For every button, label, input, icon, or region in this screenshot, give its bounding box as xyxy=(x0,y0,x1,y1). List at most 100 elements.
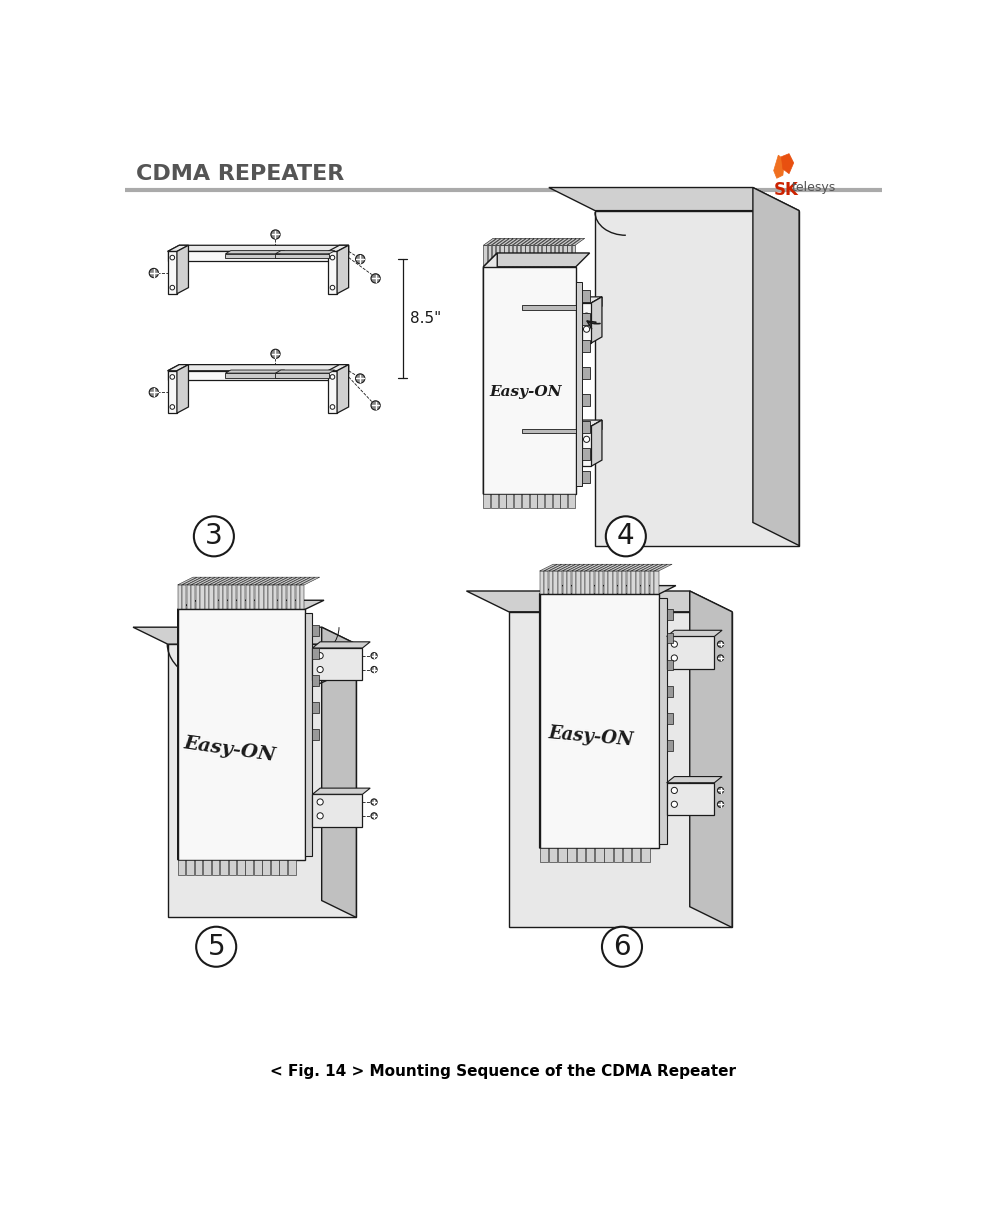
Bar xyxy=(586,848,595,862)
Polygon shape xyxy=(627,564,645,571)
Bar xyxy=(553,571,557,594)
Polygon shape xyxy=(277,578,297,585)
Polygon shape xyxy=(547,238,559,246)
Bar xyxy=(496,246,499,267)
Bar xyxy=(545,494,551,508)
Polygon shape xyxy=(168,644,356,918)
Bar xyxy=(313,702,318,713)
Polygon shape xyxy=(645,564,663,571)
Polygon shape xyxy=(273,578,293,585)
Bar xyxy=(617,571,622,594)
Bar xyxy=(586,571,590,594)
Polygon shape xyxy=(582,426,591,466)
Polygon shape xyxy=(492,238,505,246)
Bar xyxy=(204,585,209,610)
Text: SK: SK xyxy=(774,182,798,199)
Bar xyxy=(186,860,194,875)
Bar xyxy=(187,585,191,610)
Polygon shape xyxy=(275,370,335,374)
Bar xyxy=(287,585,291,610)
Polygon shape xyxy=(168,365,189,371)
Polygon shape xyxy=(192,578,211,585)
Polygon shape xyxy=(690,591,732,928)
Polygon shape xyxy=(506,420,602,426)
Bar xyxy=(508,246,512,267)
Bar xyxy=(255,585,259,610)
Polygon shape xyxy=(534,238,547,246)
Bar xyxy=(296,585,300,610)
Polygon shape xyxy=(260,578,279,585)
Bar xyxy=(288,860,296,875)
Bar xyxy=(582,447,590,460)
Polygon shape xyxy=(600,564,617,571)
Polygon shape xyxy=(586,564,604,571)
Bar xyxy=(195,860,202,875)
Bar xyxy=(666,740,672,751)
Bar xyxy=(525,246,529,267)
Bar xyxy=(582,420,590,433)
Bar xyxy=(313,675,318,686)
Circle shape xyxy=(584,326,590,332)
Bar xyxy=(279,860,287,875)
Bar xyxy=(504,246,508,267)
Bar xyxy=(581,571,585,594)
Bar xyxy=(582,367,590,380)
Polygon shape xyxy=(168,252,177,294)
Bar xyxy=(241,585,246,610)
Polygon shape xyxy=(223,578,243,585)
Bar xyxy=(262,860,270,875)
Polygon shape xyxy=(291,578,311,585)
Circle shape xyxy=(197,927,236,967)
Polygon shape xyxy=(178,600,324,610)
Polygon shape xyxy=(595,210,799,546)
Circle shape xyxy=(356,374,365,383)
Bar xyxy=(550,246,554,267)
Bar xyxy=(582,471,590,483)
Polygon shape xyxy=(337,365,349,380)
Bar xyxy=(268,585,272,610)
Bar xyxy=(636,571,640,594)
Polygon shape xyxy=(246,578,265,585)
Bar xyxy=(313,624,318,635)
Polygon shape xyxy=(553,564,571,571)
Text: 8.5": 8.5" xyxy=(410,311,441,327)
Bar xyxy=(559,246,562,267)
Bar xyxy=(572,571,576,594)
Text: Easy-ON: Easy-ON xyxy=(490,385,562,398)
Polygon shape xyxy=(232,578,252,585)
Polygon shape xyxy=(328,371,337,413)
Bar xyxy=(563,246,566,267)
Bar xyxy=(552,494,559,508)
Bar xyxy=(549,848,557,862)
Circle shape xyxy=(671,788,677,794)
Bar xyxy=(232,585,236,610)
Polygon shape xyxy=(328,246,349,252)
Bar xyxy=(641,848,650,862)
Polygon shape xyxy=(337,246,349,294)
Bar xyxy=(513,246,516,267)
Polygon shape xyxy=(540,564,557,571)
Polygon shape xyxy=(204,578,224,585)
Bar xyxy=(214,585,218,610)
Bar xyxy=(576,283,582,487)
Polygon shape xyxy=(567,238,581,246)
Bar xyxy=(305,613,313,855)
Bar xyxy=(562,571,567,594)
Polygon shape xyxy=(337,365,349,413)
Polygon shape xyxy=(521,238,535,246)
Polygon shape xyxy=(506,304,591,312)
Polygon shape xyxy=(781,154,793,173)
Bar xyxy=(641,571,645,594)
Bar xyxy=(543,246,546,267)
Circle shape xyxy=(170,375,175,380)
Polygon shape xyxy=(508,238,522,246)
Bar xyxy=(291,585,295,610)
Bar xyxy=(547,246,549,267)
Bar xyxy=(228,585,232,610)
Bar xyxy=(582,313,590,326)
Text: 6: 6 xyxy=(613,933,631,961)
Polygon shape xyxy=(513,238,526,246)
Bar xyxy=(604,571,608,594)
Polygon shape xyxy=(287,578,306,585)
Circle shape xyxy=(584,313,590,320)
